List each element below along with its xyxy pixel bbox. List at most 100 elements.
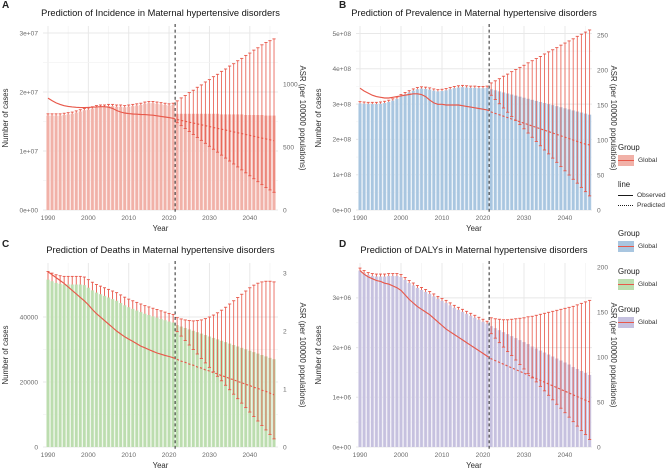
- y2-axis-tick: 100: [597, 137, 608, 144]
- y-axis-tick: 5e+08: [332, 31, 351, 38]
- x-axis-tick: 2020: [476, 452, 491, 459]
- x-axis-tick: 2000: [394, 452, 409, 459]
- y2-axis-tick: 150: [597, 309, 608, 316]
- legend-label: Global: [638, 281, 658, 288]
- legend-label: Global: [638, 243, 658, 250]
- legend-swatch: [618, 279, 634, 290]
- y-axis-tick: 1e+08: [332, 172, 351, 179]
- y2-axis-tick: 100: [597, 354, 608, 361]
- x-axis-tick: 2020: [162, 452, 177, 459]
- y-axis-tick: 2e+07: [19, 89, 38, 96]
- error-bars: [46, 38, 276, 193]
- legend-swatch: [618, 155, 634, 166]
- y2-axis-label: ASR (per 100000 populations): [298, 303, 307, 408]
- legend-block-group-3: Group Global: [618, 267, 668, 290]
- y-axis-label: Number of cases: [1, 88, 10, 147]
- error-bars: [358, 267, 592, 440]
- x-axis-tick: 2030: [202, 215, 217, 222]
- x-axis-tick: 2010: [435, 452, 450, 459]
- y-axis-label: Number of cases: [314, 325, 323, 384]
- y2-axis-label: ASR (per 100000 populations): [609, 303, 618, 408]
- legend-item: Global: [618, 317, 668, 328]
- y-axis-tick: 1e+07: [19, 148, 38, 155]
- y-axis-tick: 4e+08: [332, 66, 351, 73]
- asr-line-observed: [359, 270, 488, 357]
- x-axis-tick: 2030: [202, 452, 217, 459]
- legend-swatch: [618, 317, 634, 328]
- x-axis-tick: 2010: [121, 215, 136, 222]
- legend-swatch-line: [618, 245, 634, 248]
- x-axis-tick: 1990: [353, 215, 368, 222]
- panel-a-letter: A: [2, 0, 10, 11]
- x-axis-tick: 2040: [242, 215, 257, 222]
- y2-axis-label: ASR (per 100000 populations): [298, 66, 307, 171]
- panel-title: Prediction of Incidence in Maternal hype…: [41, 8, 280, 18]
- asr-line-observed: [359, 87, 488, 111]
- y2-axis-tick: 1000: [283, 81, 298, 88]
- y2-axis-tick: 200: [597, 264, 608, 271]
- asr-line-observed: [47, 271, 174, 359]
- legend-swatch-line: [618, 159, 634, 162]
- y2-axis-tick: 200: [597, 67, 608, 74]
- legend-item: Global: [618, 155, 668, 166]
- legend-swatch-line: [618, 283, 634, 286]
- legend-title: line: [618, 180, 631, 189]
- y2-axis-tick: 3: [283, 270, 287, 277]
- y-axis-tick: 0e+00: [332, 444, 351, 451]
- legend-label: Observed: [637, 192, 666, 199]
- panel-title: Prediction of Prevalence in Maternal hyp…: [351, 8, 597, 18]
- x-axis-tick: 2010: [435, 215, 450, 222]
- error-bars: [46, 271, 276, 440]
- x-axis-tick: 2040: [558, 452, 573, 459]
- y-axis-tick: 0e+00: [19, 207, 38, 214]
- x-axis-tick: 1990: [41, 215, 56, 222]
- y2-axis-tick: 50: [597, 172, 605, 179]
- y-axis-label: Number of cases: [1, 325, 10, 384]
- legend-block-group-4: Group Global: [618, 305, 668, 328]
- asr-line-predicted: [486, 109, 590, 146]
- panel-title: Prediction of Deaths in Maternal hyperte…: [46, 245, 275, 255]
- legend-swatch: [618, 241, 634, 252]
- y2-axis-tick: 0: [597, 444, 601, 451]
- legend-label: Predicted: [637, 202, 665, 209]
- legend-item: Global: [618, 241, 668, 252]
- legend-label: Global: [638, 319, 658, 326]
- y-axis-tick: 3e+06: [332, 295, 351, 302]
- y2-axis-tick: 1: [283, 386, 287, 393]
- bars-global: [46, 103, 276, 210]
- x-axis-label: Year: [466, 224, 482, 233]
- asr-line-predicted: [172, 357, 275, 396]
- panel-d-chart: 0e+00 1e+06 2e+06 3e+06 0 50 100 150 200 1990 2000…: [314, 245, 618, 470]
- x-axis-tick: 2030: [517, 215, 532, 222]
- dotted-line-key-icon: [618, 205, 633, 206]
- bars-global: [358, 270, 592, 447]
- x-axis-tick: 1990: [353, 452, 368, 459]
- y-axis-tick: 2e+06: [332, 345, 351, 352]
- legend-swatch-line: [618, 321, 634, 324]
- legend-item: Predicted: [618, 202, 668, 209]
- x-axis-tick: 2010: [121, 452, 136, 459]
- legend-title: Group: [618, 305, 640, 314]
- x-axis-tick: 2000: [394, 215, 409, 222]
- y2-axis-tick: 250: [597, 32, 608, 39]
- x-axis-label: Year: [466, 461, 482, 470]
- panel-c-chart: 0 20000 40000 0 1 2 3 1990 2000 2010 2020 2030 2040 Y…: [1, 245, 307, 470]
- y2-axis-tick: 0: [597, 207, 601, 214]
- x-axis-label: Year: [153, 461, 169, 470]
- legend-title: Group: [618, 229, 640, 238]
- x-axis-tick: 2000: [81, 452, 96, 459]
- y-axis-tick: 2e+08: [332, 137, 351, 144]
- y-axis-tick: 20000: [20, 379, 39, 386]
- legend-block-line-style: line Observed Predicted: [618, 180, 668, 209]
- legend-item: Observed: [618, 192, 668, 199]
- panel-c-letter: C: [2, 239, 10, 250]
- legend-block-group-2: Group Global: [618, 229, 668, 252]
- y-axis-tick: 1e+06: [332, 395, 351, 402]
- legend-column: Group Global line Observed Predicted Group Glo…: [616, 0, 669, 475]
- x-axis-label: Year: [153, 224, 169, 233]
- x-axis-tick: 2020: [476, 215, 491, 222]
- x-axis-tick: 2040: [558, 215, 573, 222]
- y-axis-tick: 3e+07: [19, 30, 38, 37]
- x-axis-tick: 2000: [81, 215, 96, 222]
- legend-title: Group: [618, 143, 640, 152]
